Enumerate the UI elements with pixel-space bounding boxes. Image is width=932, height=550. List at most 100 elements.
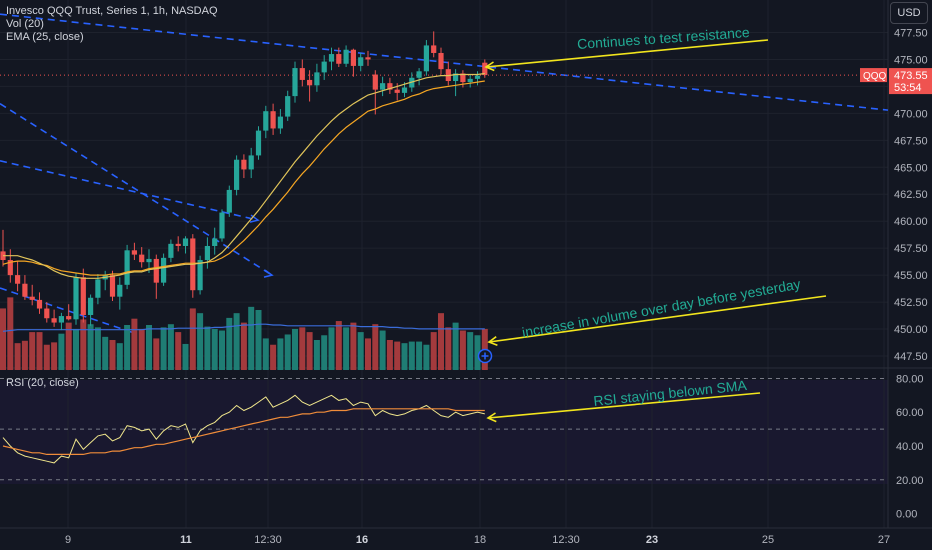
candle-body	[387, 83, 393, 90]
candle	[423, 40, 429, 76]
candle-body	[482, 62, 488, 76]
candle	[88, 294, 94, 326]
volume-bar	[343, 327, 350, 370]
time-tick-label: 16	[356, 534, 368, 546]
indicator-volume[interactable]: Vol (20)	[6, 18, 44, 30]
volume-bar	[138, 328, 145, 370]
candle-body	[161, 257, 167, 283]
candle	[365, 50, 371, 66]
price-tick-label: 477.50	[894, 27, 928, 39]
chart-title[interactable]: Invesco QQQ Trust, Series 1, 1h, NASDAQ	[6, 5, 218, 17]
volume-bar	[87, 324, 94, 370]
volume-bar	[401, 343, 408, 370]
candle-body	[15, 275, 21, 284]
indicator-ema[interactable]: EMA (25, close)	[6, 31, 84, 43]
price-tick-label: 470.00	[894, 108, 928, 120]
volume-bar	[459, 330, 466, 370]
candle-body	[474, 75, 481, 79]
volume-bar	[21, 340, 28, 370]
time-tick-label: 12:30	[552, 534, 580, 546]
candle	[51, 309, 57, 327]
candle-body	[58, 316, 64, 323]
volume-bar	[226, 317, 233, 370]
volume-bar	[189, 308, 196, 370]
price-tick-label: 467.50	[894, 135, 928, 147]
candle	[7, 249, 13, 283]
candle	[139, 247, 145, 268]
price-tick-label: 462.50	[894, 189, 928, 201]
candle	[387, 77, 393, 94]
volume-bar	[167, 324, 174, 370]
price-tick-label: 455.00	[894, 270, 928, 282]
time-tick-label: 9	[65, 534, 71, 546]
sma-line	[3, 72, 485, 279]
rsi-tick-label: 80.00	[896, 373, 924, 385]
candle	[299, 59, 305, 87]
volume-bar	[58, 333, 65, 370]
candle-body	[197, 260, 203, 291]
candle	[22, 275, 28, 300]
volume-bar	[197, 313, 204, 370]
candle-body	[394, 89, 400, 93]
rsi-legend[interactable]: RSI (20, close)	[6, 377, 79, 389]
price-tick-label: 457.50	[894, 243, 928, 255]
volume-bar	[474, 335, 481, 370]
volume-bar	[14, 343, 21, 370]
add-alert-icon[interactable]	[477, 348, 493, 364]
volume-bars	[0, 297, 488, 370]
candle-body	[285, 96, 291, 117]
volume-bar	[109, 340, 116, 370]
candle	[343, 45, 349, 67]
price-tick-label: 452.50	[894, 297, 928, 309]
currency-button[interactable]: USD	[890, 2, 928, 24]
time-tick-label: 27	[878, 534, 890, 546]
time-tick-label: 18	[474, 534, 486, 546]
candle-body	[117, 284, 123, 297]
volume-bar	[335, 321, 342, 370]
candlesticks	[0, 31, 488, 331]
candle	[380, 76, 386, 97]
candle-body	[88, 297, 94, 316]
candle-body	[307, 79, 313, 86]
candle-body	[219, 212, 225, 239]
volume-bar	[36, 332, 43, 370]
candle	[204, 237, 210, 269]
volume-bar	[452, 322, 459, 370]
candle-body	[314, 72, 320, 86]
volume-bar	[357, 332, 364, 370]
candle	[197, 255, 203, 295]
price-tick-label: 465.00	[894, 162, 928, 174]
rsi-tick-label: 0.00	[896, 509, 917, 521]
candle-body	[321, 61, 327, 73]
candle-body	[29, 296, 35, 300]
candle	[212, 227, 218, 255]
candle	[255, 126, 262, 160]
annotation-arrow-line	[485, 39, 769, 68]
candle-body	[416, 71, 422, 78]
candle	[321, 55, 327, 80]
candle	[15, 261, 21, 292]
volume-bar	[29, 332, 36, 370]
volume-bar	[233, 313, 240, 370]
candle-body	[204, 245, 210, 261]
ema-line	[2, 80, 485, 276]
volume-bar	[350, 322, 357, 370]
volume-bar	[219, 330, 225, 370]
volume-bar	[365, 338, 371, 370]
candle	[161, 253, 167, 286]
candle-body	[212, 238, 218, 246]
candle	[416, 68, 422, 86]
candle-body	[66, 316, 72, 320]
volume-bar	[0, 308, 6, 370]
candle-body	[226, 189, 232, 213]
candle-body	[431, 45, 437, 53]
candle	[270, 103, 276, 135]
volume-bar	[102, 336, 109, 370]
price-tick-label: 475.00	[894, 54, 928, 66]
candle-body	[277, 116, 283, 129]
symbol-badge	[860, 68, 887, 83]
volume-bar	[94, 327, 101, 370]
volume-bar	[124, 325, 131, 370]
